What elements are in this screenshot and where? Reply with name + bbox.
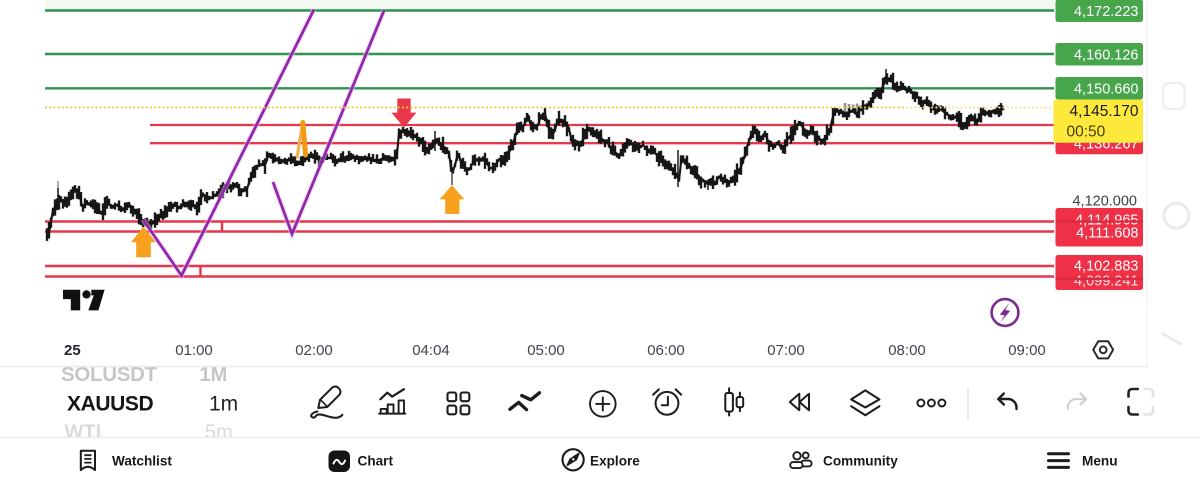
svg-text:4,102.883: 4,102.883 (1074, 258, 1139, 274)
svg-text:Menu: Menu (1082, 453, 1118, 468)
svg-text:00:50: 00:50 (1067, 124, 1106, 141)
svg-text:05:00: 05:00 (527, 342, 565, 359)
svg-text:XAUUSD: XAUUSD (67, 393, 154, 416)
svg-text:09:00: 09:00 (1008, 342, 1046, 359)
svg-text:08:00: 08:00 (888, 342, 926, 359)
svg-text:Community: Community (823, 453, 898, 468)
svg-text:Chart: Chart (358, 453, 394, 468)
svg-text:Watchlist: Watchlist (112, 453, 172, 468)
svg-text:4,120.000: 4,120.000 (1072, 193, 1137, 209)
svg-text:4,099.241: 4,099.241 (1074, 273, 1139, 289)
svg-text:4,160.126: 4,160.126 (1074, 47, 1139, 63)
svg-text:4,172.223: 4,172.223 (1074, 4, 1139, 20)
svg-text:06:00: 06:00 (647, 342, 685, 359)
svg-text:4,145.170: 4,145.170 (1070, 103, 1139, 120)
svg-text:4,150.660: 4,150.660 (1074, 81, 1139, 97)
svg-text:Explore: Explore (590, 453, 640, 468)
svg-text:4,114.965: 4,114.965 (1075, 212, 1138, 228)
svg-text:07:00: 07:00 (767, 342, 805, 359)
svg-text:1m: 1m (209, 393, 238, 416)
svg-text:SOLUSDT: SOLUSDT (61, 363, 158, 386)
svg-text:1M: 1M (200, 364, 228, 386)
svg-text:04:04: 04:04 (412, 342, 450, 359)
svg-text:25: 25 (64, 342, 81, 359)
svg-text:02:00: 02:00 (295, 342, 333, 359)
svg-text:01:00: 01:00 (175, 342, 213, 359)
svg-text:4,111.608: 4,111.608 (1076, 225, 1138, 241)
